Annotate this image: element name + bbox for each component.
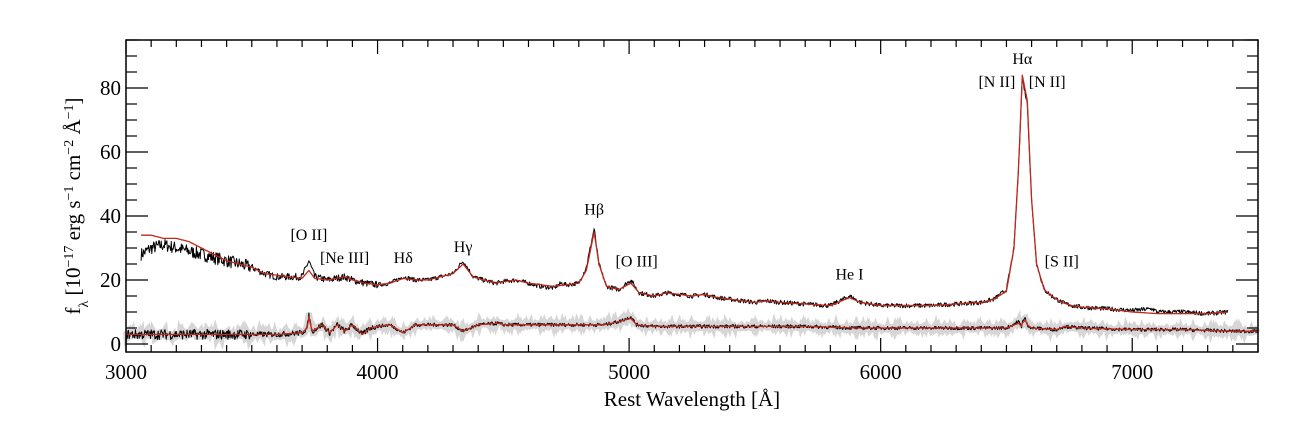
y-tick-label: 20 <box>100 268 121 292</box>
x-tick-label: 4000 <box>357 360 399 384</box>
line-label: Hα <box>1012 51 1033 68</box>
line-label: Hδ <box>394 250 413 267</box>
y-tick-label: 80 <box>100 76 121 100</box>
y-axis-label-part: [10 <box>61 268 85 301</box>
y-axis-label-part: Å <box>61 119 85 140</box>
x-tick-label: 3000 <box>105 360 147 384</box>
y-axis-label-part: −2 <box>62 140 77 155</box>
upper-model-spectrum <box>141 74 1228 315</box>
y-axis-label-part: −1 <box>62 186 77 201</box>
x-tick-label: 7000 <box>1111 360 1153 384</box>
line-label: [N II] <box>1029 74 1066 91</box>
y-axis-label-part: cm <box>61 155 85 186</box>
plot-frame <box>125 39 1259 353</box>
x-tick-label: 6000 <box>860 360 902 384</box>
line-label: [Ne III] <box>320 250 369 267</box>
y-axis-label-part: λ <box>77 301 92 308</box>
upper-observed-spectrum <box>140 78 1229 316</box>
y-axis-label-part: −17 <box>62 246 77 268</box>
series-layer <box>125 74 1259 340</box>
y-tick-label: 60 <box>100 140 121 164</box>
line-label: Hβ <box>584 202 604 219</box>
line-label: [S II] <box>1045 254 1079 271</box>
x-axis-label: Rest Wavelength [Å] <box>604 387 780 411</box>
lower-model-spectrum <box>126 316 1258 336</box>
y-tick-label: 40 <box>100 204 121 228</box>
y-axis-label-part: −1 <box>62 104 77 119</box>
y-tick-label: 0 <box>111 332 122 356</box>
y-axis-label-part: ] <box>61 97 85 104</box>
line-label: [N II] <box>978 74 1015 91</box>
axis-ticks: 3000 4000 5000 6000 7000 0 20 40 60 80 <box>100 39 1259 384</box>
line-label: [O III] <box>616 254 658 271</box>
y-axis-label-part: f <box>61 308 85 315</box>
line-label: [O II] <box>290 227 327 244</box>
line-label: Hγ <box>454 239 473 256</box>
line-label: He I <box>835 266 863 283</box>
line-annotations: [O II] [Ne III] Hδ Hγ Hβ [O III] He I Hα [N II] [… <box>290 51 1078 283</box>
y-axis-label: fλ [10−17 erg s−1 cm−2 Å−1] <box>61 97 92 314</box>
x-tick-label: 5000 <box>608 360 650 384</box>
y-axis-label-part: erg s <box>61 200 85 245</box>
